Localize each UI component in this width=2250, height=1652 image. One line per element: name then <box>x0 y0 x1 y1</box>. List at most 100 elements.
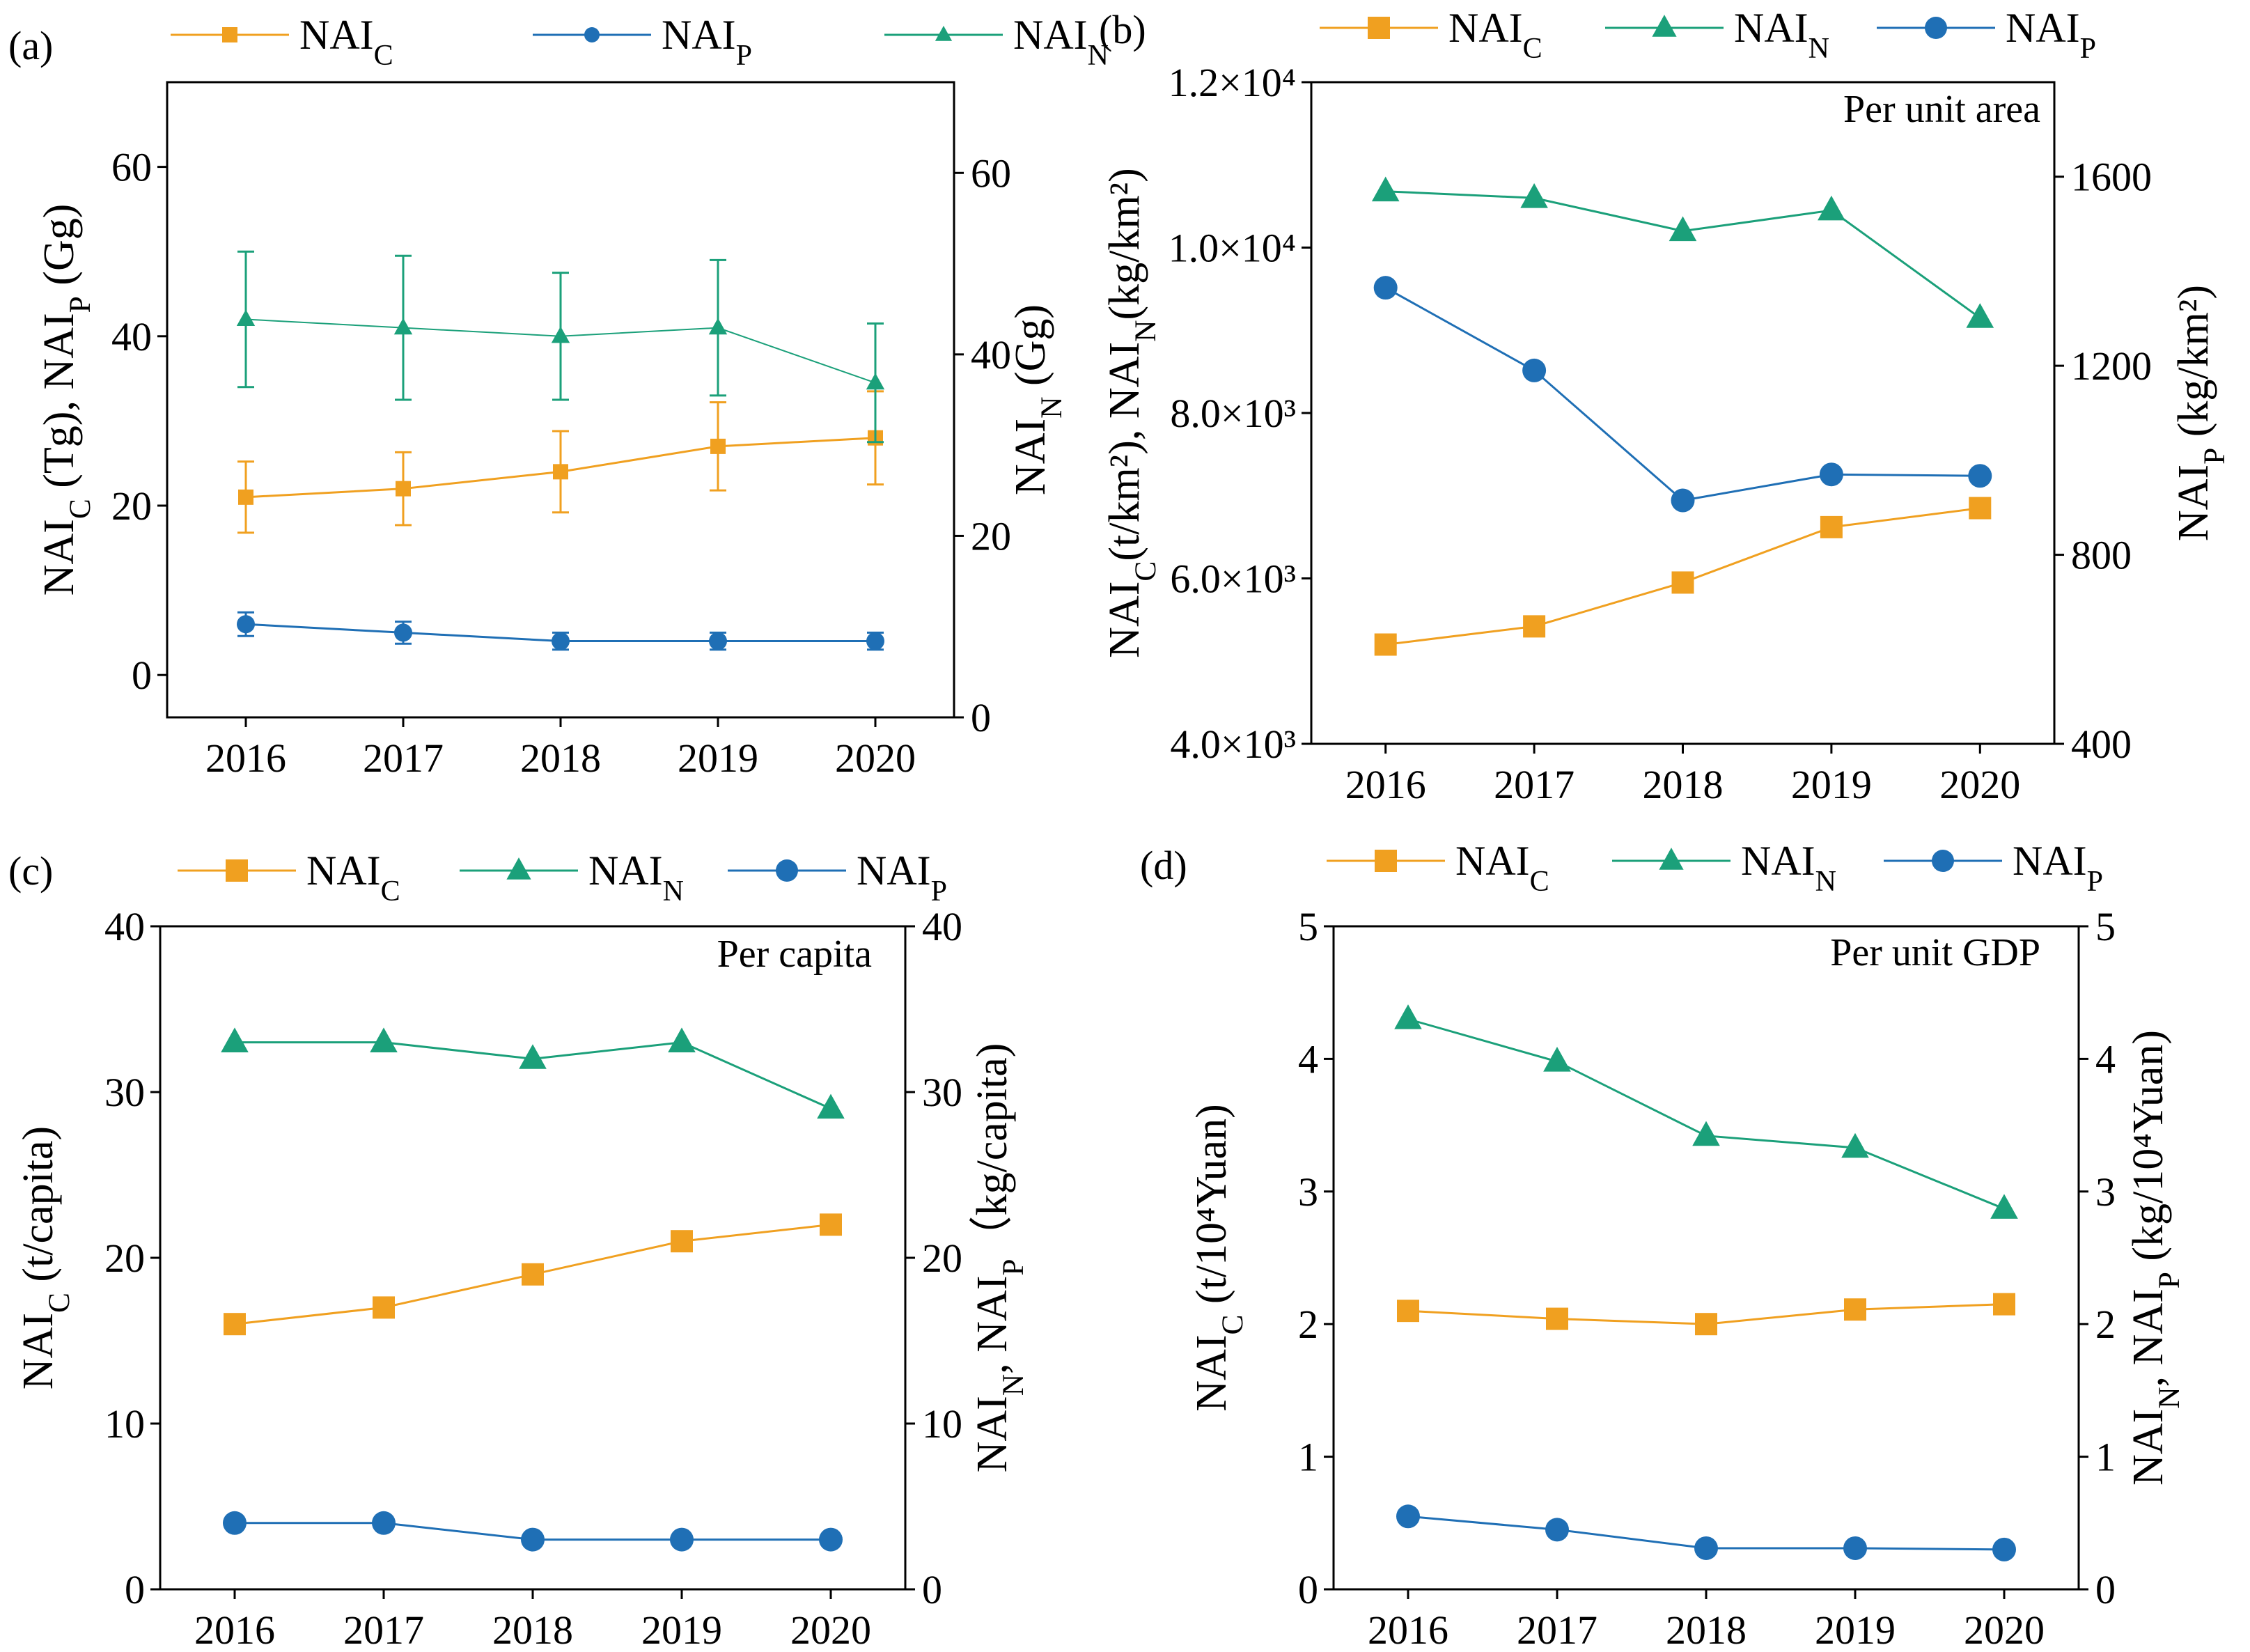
panel-c: (c) 2016 2017 2018 2019 2020 0 10 20 30 40 0 10 20 30 4… <box>8 848 1030 1652</box>
legend-label: NAIN <box>1013 12 1109 72</box>
y2-axis-label: NAIN, NAIP (kg/10⁴Yuan) <box>2125 1030 2186 1486</box>
x-tick-label: 2019 <box>678 735 758 781</box>
data-point <box>1818 195 1845 221</box>
panel-annotation: Per unit area <box>1843 88 2040 131</box>
data-point <box>1669 216 1697 242</box>
data-point <box>1545 1518 1569 1542</box>
panel-label: (d) <box>1140 843 1187 888</box>
data-point <box>521 1527 545 1552</box>
y-tick-label: 1 <box>1298 1435 1318 1480</box>
data-point <box>1394 1004 1422 1029</box>
legend-marker <box>1375 850 1397 872</box>
y-tick-label: 2 <box>1298 1302 1318 1347</box>
panel-b: (b) 2016 2017 2018 2019 2020 4.0×10³ 6.0×10³ 8.0… <box>1099 5 2231 807</box>
data-point <box>1993 1293 2015 1316</box>
x-tick-label: 2016 <box>194 1607 275 1652</box>
legend-label: NAIC <box>306 848 400 907</box>
legend-marker <box>776 859 798 882</box>
panel-a: (a) 2016 2017 2018 2019 2020 0 20 40 60 0 20 40 60 NAI… <box>8 12 1109 781</box>
x-tick-label: 2017 <box>363 735 444 781</box>
x-tick-label: 2019 <box>1791 762 1872 807</box>
data-point <box>1373 276 1398 300</box>
data-point <box>1543 1047 1571 1072</box>
series-line <box>1384 286 1981 502</box>
data-point <box>866 373 885 390</box>
y2-tick-label: 40 <box>971 332 1011 377</box>
data-point <box>1397 1300 1419 1323</box>
legend-label: NAIP <box>857 848 947 907</box>
data-point <box>372 1511 396 1535</box>
data-point <box>1841 1132 1869 1158</box>
series-line <box>1385 190 1981 319</box>
data-point <box>373 1296 395 1319</box>
y2-tick-label: 4 <box>2095 1036 2116 1082</box>
y-tick-label: 5 <box>1298 904 1318 949</box>
legend-label: NAIP <box>2006 5 2096 65</box>
y2-tick-label: 1200 <box>2071 343 2152 389</box>
legend-marker <box>1925 17 1947 39</box>
data-point <box>522 1263 544 1286</box>
legend-marker <box>222 27 237 42</box>
y-tick-label: 6.0×10³ <box>1170 556 1296 602</box>
series-nai-c <box>1397 1293 2015 1336</box>
x-tick-label: 2017 <box>1517 1607 1597 1652</box>
data-point <box>1694 1536 1718 1560</box>
data-point <box>1671 488 1695 513</box>
x-tick-label: 2017 <box>1494 762 1575 807</box>
legend-label: NAIC <box>1448 5 1542 65</box>
data-point <box>866 632 884 650</box>
x-tick-label: 2016 <box>1368 1607 1448 1652</box>
data-point <box>670 1527 694 1552</box>
data-point <box>1844 1298 1866 1321</box>
x-tick-label: 2018 <box>492 1607 573 1652</box>
data-point <box>1969 497 1992 520</box>
data-point <box>237 615 255 634</box>
legend-label: NAIP <box>2013 838 2103 898</box>
y-tick-label: 40 <box>111 314 152 359</box>
plot-frame <box>1332 925 2080 1591</box>
legend-label: NAIN <box>1741 838 1836 898</box>
x-tick-label: 2019 <box>641 1607 722 1652</box>
y-axis-label: NAIC(t/km²), NAIN(kg/km²) <box>1101 168 1162 658</box>
data-point <box>668 1027 696 1052</box>
y2-tick-label: 10 <box>922 1401 962 1447</box>
data-point <box>1520 183 1548 208</box>
series-nai-c <box>237 390 884 534</box>
series-nai-n <box>221 1027 845 1119</box>
y2-tick-label: 60 <box>971 150 1011 196</box>
data-point <box>519 1044 547 1069</box>
panel-label: (b) <box>1099 7 1146 52</box>
data-point <box>1966 303 1994 328</box>
y2-tick-label: 3 <box>2095 1169 2116 1215</box>
data-point <box>1819 462 1843 487</box>
y-tick-label: 60 <box>111 145 152 190</box>
y-tick-label: 3 <box>1298 1169 1318 1215</box>
legend-marker <box>1652 15 1677 37</box>
y-tick-label: 20 <box>104 1236 145 1281</box>
y2-tick-label: 30 <box>922 1070 962 1115</box>
data-point <box>817 1093 845 1119</box>
data-point <box>1371 176 1400 202</box>
y2-tick-label: 5 <box>2095 904 2116 949</box>
panel-annotation: Per capita <box>717 933 872 976</box>
series-nai-n <box>236 250 885 444</box>
data-point <box>224 1313 246 1336</box>
data-point <box>552 632 570 650</box>
y-tick-label: 20 <box>111 483 152 529</box>
legend-marker <box>226 859 248 882</box>
y-tick-label: 1.0×10⁴ <box>1169 226 1296 271</box>
panel-label: (a) <box>8 23 53 68</box>
y2-tick-label: 1 <box>2095 1435 2116 1480</box>
y-axis-label: NAIC (t/capita) <box>15 1126 76 1389</box>
data-point <box>1968 464 1992 488</box>
data-point <box>1671 571 1694 594</box>
y-tick-label: 4 <box>1298 1036 1318 1082</box>
series-nai-p <box>237 611 884 651</box>
data-point <box>819 1527 843 1552</box>
y-tick-label: 10 <box>104 1401 145 1447</box>
data-point <box>1843 1536 1867 1560</box>
y2-tick-label: 40 <box>922 904 962 949</box>
x-tick-label: 2020 <box>835 735 916 781</box>
y-tick-label: 0 <box>1298 1567 1318 1612</box>
